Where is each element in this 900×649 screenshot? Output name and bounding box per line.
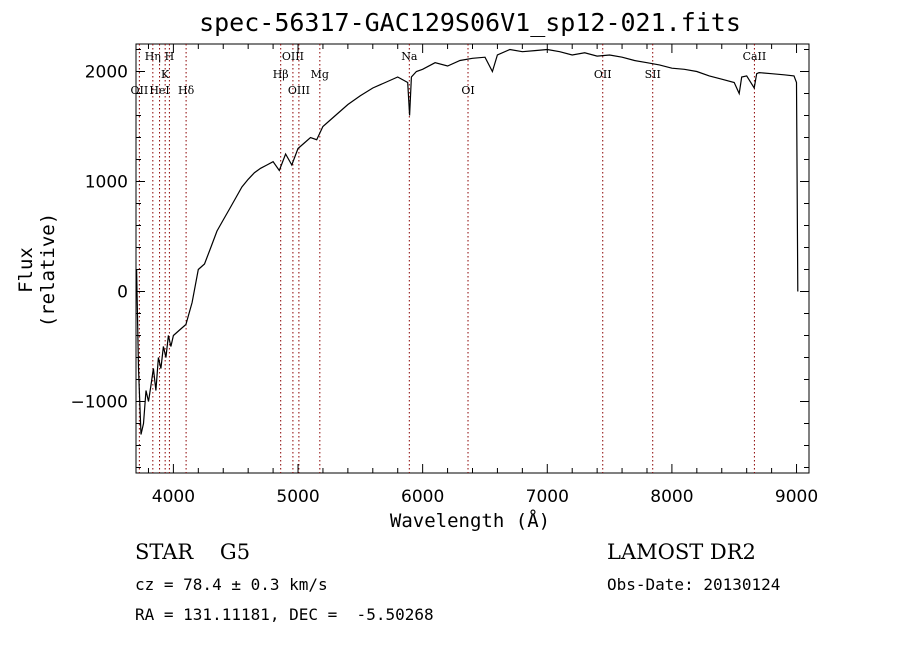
line-label-k: K bbox=[161, 68, 170, 81]
x-axis-label: Wavelength (Å) bbox=[389, 510, 551, 532]
y-tick-label: 2000 bbox=[85, 63, 128, 83]
line-label-hδ: Hδ bbox=[178, 84, 195, 97]
object-class: STAR G5 bbox=[135, 540, 251, 564]
x-tick-label: 9000 bbox=[775, 487, 818, 507]
line-label-mg: Mg bbox=[311, 68, 329, 81]
redshift-cz: cz = 78.4 ± 0.3 km/s bbox=[135, 575, 328, 594]
line-label-oii: OII bbox=[131, 84, 149, 97]
line-label-oii: OII bbox=[594, 68, 612, 81]
axis-ticks: 4000 5000 6000 7000 8000 9000 −1000 0 1000 2000 bbox=[70, 44, 818, 507]
line-label-hη: Hη bbox=[145, 50, 161, 63]
x-tick-label: 8000 bbox=[650, 487, 693, 507]
x-tick-label: 4000 bbox=[152, 487, 195, 507]
line-label-na: Na bbox=[401, 50, 418, 63]
y-tick-label: 1000 bbox=[85, 173, 128, 193]
y-tick-label: 0 bbox=[117, 283, 128, 303]
line-label-oi: OI bbox=[461, 84, 474, 97]
line-label-hei: HeI bbox=[149, 84, 169, 97]
spectral-line-markers bbox=[138, 44, 755, 473]
line-label-h: H bbox=[165, 50, 175, 63]
plot-area-frame bbox=[135, 43, 810, 474]
x-tick-label: 7000 bbox=[526, 487, 569, 507]
x-tick-label: 5000 bbox=[276, 487, 319, 507]
y-axis-label: Flux (relative) bbox=[15, 212, 59, 328]
line-label-oiii: OIII bbox=[282, 50, 304, 63]
line-label-caii: CaII bbox=[743, 50, 767, 63]
spectrum-series-line bbox=[136, 48, 799, 435]
observation-date: Obs-Date: 20130124 bbox=[607, 575, 781, 594]
y-tick-label: −1000 bbox=[70, 393, 128, 413]
line-label-sii: SII bbox=[645, 68, 661, 81]
chart-title: spec-56317-GAC129S06V1_sp12-021.fits bbox=[199, 8, 741, 37]
survey-name: LAMOST DR2 bbox=[607, 540, 756, 564]
coordinates: RA = 131.11181, DEC = -5.50268 bbox=[135, 605, 434, 624]
line-label-oiii: OIII bbox=[288, 84, 310, 97]
line-label-hβ: Hβ bbox=[273, 68, 289, 81]
x-tick-label: 6000 bbox=[401, 487, 444, 507]
